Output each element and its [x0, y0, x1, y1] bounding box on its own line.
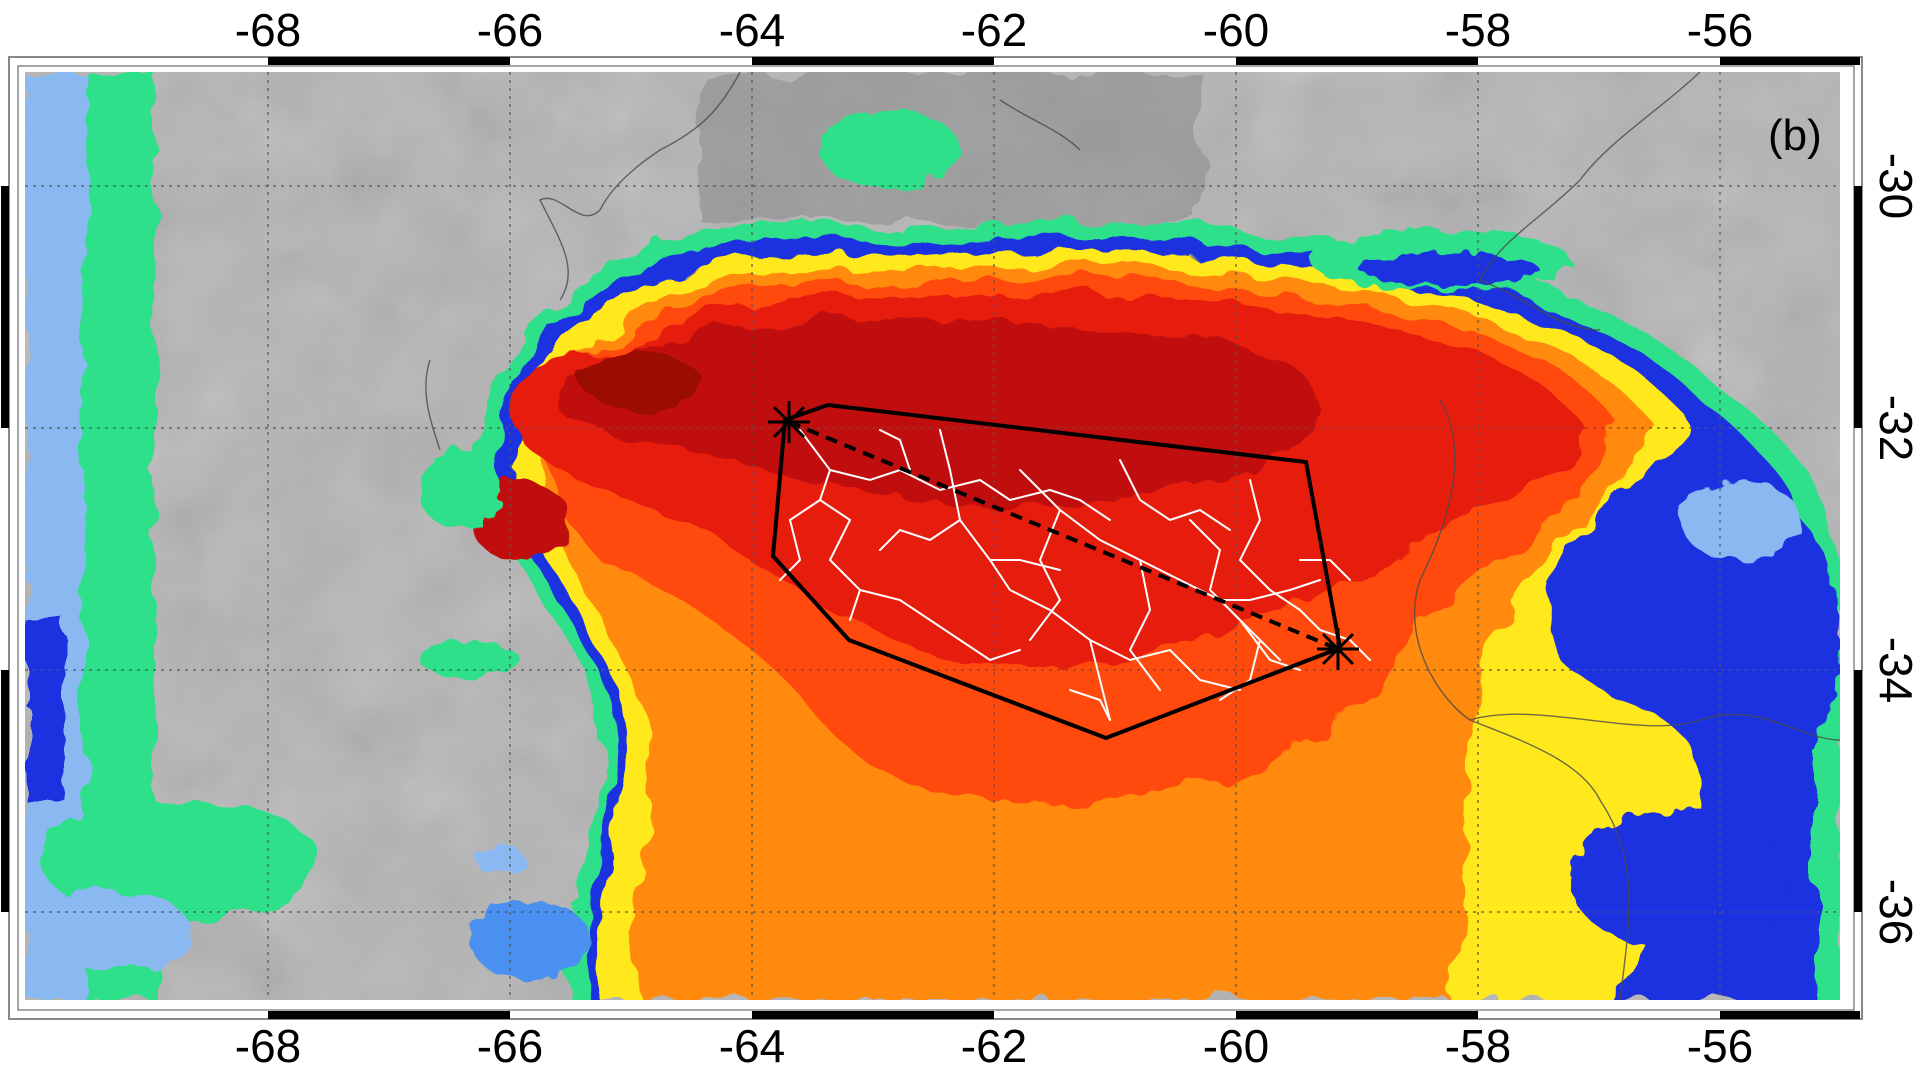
right-tick-label: -34 — [1870, 637, 1920, 703]
bottom-tick-label: -64 — [719, 1020, 785, 1072]
top-tick-label: -58 — [1445, 4, 1511, 56]
lightning-flash-channels — [779, 429, 1371, 721]
bottom-tick-label: -60 — [1203, 1020, 1269, 1072]
right-tick-label: -36 — [1870, 879, 1920, 945]
flash-endpoint-b — [1317, 628, 1359, 670]
top-tick-label: -60 — [1203, 4, 1269, 56]
top-tick-label: -62 — [961, 4, 1027, 56]
bottom-tick-label: -56 — [1687, 1020, 1753, 1072]
bottom-tick-label: -68 — [235, 1020, 301, 1072]
bottom-tick-label: -66 — [477, 1020, 543, 1072]
graticule — [25, 72, 1840, 1000]
boundary-lines — [425, 72, 1840, 1000]
top-tick-label: -66 — [477, 4, 543, 56]
top-axis-labels: -68 -66 -64 -62 -60 -58 -56 — [235, 4, 1753, 56]
map-frame-inner — [17, 65, 1855, 1011]
right-tick-label: -30 — [1870, 153, 1920, 219]
cloud-field-west — [25, 72, 320, 1000]
right-axis-labels: -30 -32 -34 -36 — [1870, 153, 1920, 945]
top-tick-label: -64 — [719, 4, 785, 56]
flash-extent-polygon — [770, 402, 1343, 741]
bottom-tick-label: -62 — [961, 1020, 1027, 1072]
panel-label: (b) — [1768, 111, 1822, 160]
flash-endpoint-a — [768, 401, 810, 443]
bottom-axis-labels: -68 -66 -64 -62 -60 -58 -56 — [235, 1020, 1753, 1072]
bottom-tick-label: -58 — [1445, 1020, 1511, 1072]
top-tick-label: -56 — [1687, 4, 1753, 56]
map-plot-area: (b) — [25, 72, 1840, 1000]
top-tick-label: -68 — [235, 4, 301, 56]
right-tick-label: -32 — [1870, 395, 1920, 461]
